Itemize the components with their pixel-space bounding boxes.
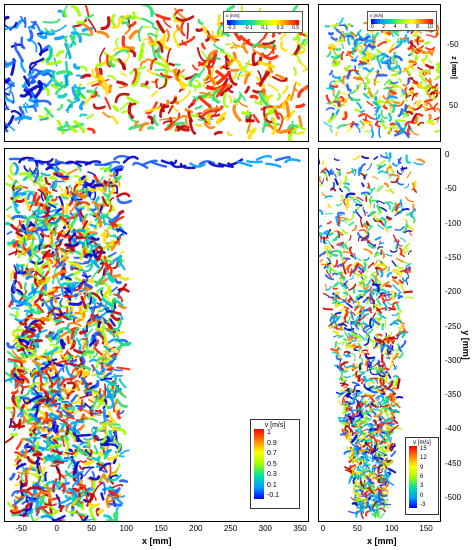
top-right-legend-tick-1: 2 (382, 24, 386, 30)
top-right-panel: v [m/s] 0 2 4 6 8 10 (318, 4, 441, 142)
z-tick-0: -50 (447, 40, 459, 49)
bottom-right-y-tick-10: -500 (445, 493, 462, 502)
bottom-left-legend: v [m/s] 1 0.9 0.7 0.5 0.3 0.1 -0.1 (250, 419, 300, 509)
top-left-legend-bar (227, 20, 299, 25)
bottom-right-y-tick-0: 0 (445, 150, 450, 159)
bottom-right-y-tick-5: -250 (445, 321, 462, 331)
bottom-right-y-axis-title: y [mm] (460, 330, 471, 360)
bottom-left-legend-tick-2: 0.7 (267, 450, 277, 457)
bottom-left-x-tick-2: 50 (87, 524, 96, 533)
top-left-legend-tick-0: -0.3 (227, 25, 236, 31)
bottom-right-y-tick-1: -50 (445, 184, 457, 194)
top-right-legend-tick-5: 10 (427, 24, 433, 30)
top-right-legend-tick-3: 6 (404, 24, 408, 30)
top-left-legend-tick-2: 0.1 (261, 25, 269, 31)
bottom-left-legend-tick-4: 0.3 (267, 471, 277, 478)
bottom-left-legend-bar (254, 429, 264, 499)
bottom-left-x-tick-6: 250 (223, 524, 238, 533)
bottom-right-legend-tick-2: 9 (420, 464, 424, 471)
z-tick-1: 0 (452, 67, 457, 76)
top-right-legend-ticks: 0 2 4 6 8 10 (371, 24, 433, 30)
bottom-left-x-tick-7: 300 (258, 524, 272, 533)
bottom-right-legend-tick-5: 0 (420, 492, 424, 499)
top-left-vortex-field (5, 5, 308, 141)
top-right-legend-title: v [m/s] (370, 13, 384, 18)
bottom-left-legend-title: v [m/s] (264, 422, 286, 429)
bottom-left-x-tick-8: 350 (293, 524, 307, 533)
bottom-right-y-tick-9: -450 (445, 458, 462, 468)
top-left-panel: u [m/s] -0.3 -0.1 0.1 0.3 0.5 (4, 4, 309, 142)
bottom-left-legend-ticks: 1 0.9 0.7 0.5 0.3 0.1 -0.1 (264, 429, 279, 499)
top-left-legend-tick-1: -0.1 (244, 25, 253, 31)
top-right-vortex-field (323, 17, 440, 139)
bottom-right-legend-tick-3: 6 (420, 473, 424, 480)
bottom-right-legend: v [m/s] 15 12 9 6 3 0 -3 (405, 437, 439, 515)
bottom-right-x-tick-1: 50 (352, 524, 362, 533)
top-left-legend-title: u [m/s] (226, 13, 240, 18)
top-right-legend-tick-2: 4 (393, 24, 397, 30)
bottom-right-y-tick-8: -400 (445, 424, 462, 434)
bottom-left-legend-tick-0: 1 (267, 429, 271, 436)
bottom-left-legend-tick-5: 0.1 (267, 481, 277, 489)
bottom-left-x-tick-5: 200 (189, 524, 203, 533)
bottom-right-y-tick-7: -350 (445, 390, 462, 400)
bottom-left-x-tick-4: 150 (154, 524, 168, 533)
bottom-right-y-tick-3: -150 (445, 252, 462, 262)
top-right-legend: v [m/s] 0 2 4 6 8 10 (367, 11, 437, 31)
bottom-right-y-tick-6: -300 (445, 355, 462, 365)
bottom-right-legend-tick-6: -3 (420, 501, 426, 508)
bottom-right-legend-ticks: 15 12 9 6 3 0 -3 (417, 446, 427, 508)
z-axis-title: z [mm] (449, 56, 457, 79)
bottom-right-x-tick-0: 0 (320, 524, 326, 533)
bottom-left-x-tick-0: -50 (15, 524, 27, 533)
bottom-right-x-tick-3: 150 (419, 524, 433, 533)
top-left-legend-tick-3: 0.3 (276, 25, 284, 31)
bottom-right-y-tick-2: -100 (445, 218, 462, 228)
top-left-legend-tick-4: 0.5 (292, 25, 299, 31)
top-right-legend-bar (371, 19, 433, 24)
bottom-right-legend-tick-0: 15 (420, 446, 427, 452)
bottom-left-panel: v [m/s] 1 0.9 0.7 0.5 0.3 0.1 -0.1 (4, 148, 309, 522)
bottom-left-x-tick-3: 100 (119, 524, 133, 533)
top-left-legend: u [m/s] -0.3 -0.1 0.1 0.3 0.5 (223, 11, 303, 33)
bottom-right-y-tick-4: -200 (445, 287, 462, 297)
bottom-right-legend-tick-4: 3 (420, 483, 424, 490)
z-tick-2: 50 (449, 101, 458, 110)
bottom-right-legend-tick-1: 12 (420, 455, 427, 462)
bottom-right-x-tick-2: 100 (385, 524, 399, 533)
bottom-left-legend-tick-6: -0.1 (267, 492, 280, 499)
bottom-left-vortex-field (5, 154, 301, 521)
bottom-right-legend-title: v [m/s] (413, 440, 431, 446)
bottom-right-panel: v [m/s] 15 12 9 6 3 0 -3 (318, 148, 441, 522)
bottom-right-x-axis-title: x [mm] (367, 536, 397, 546)
bottom-left-legend-tick-1: 0.9 (267, 439, 277, 447)
bottom-left-x-tick-1: 0 (54, 524, 59, 533)
top-right-legend-tick-4: 8 (416, 24, 419, 30)
bottom-left-legend-tick-3: 0.5 (267, 460, 277, 468)
bottom-right-vortex-field (319, 151, 426, 520)
top-left-legend-ticks: -0.3 -0.1 0.1 0.3 0.5 (227, 25, 299, 31)
bottom-left-x-axis-title: x [mm] (142, 536, 172, 546)
bottom-right-legend-bar (409, 446, 417, 508)
top-right-legend-tick-0: 0 (371, 24, 374, 30)
